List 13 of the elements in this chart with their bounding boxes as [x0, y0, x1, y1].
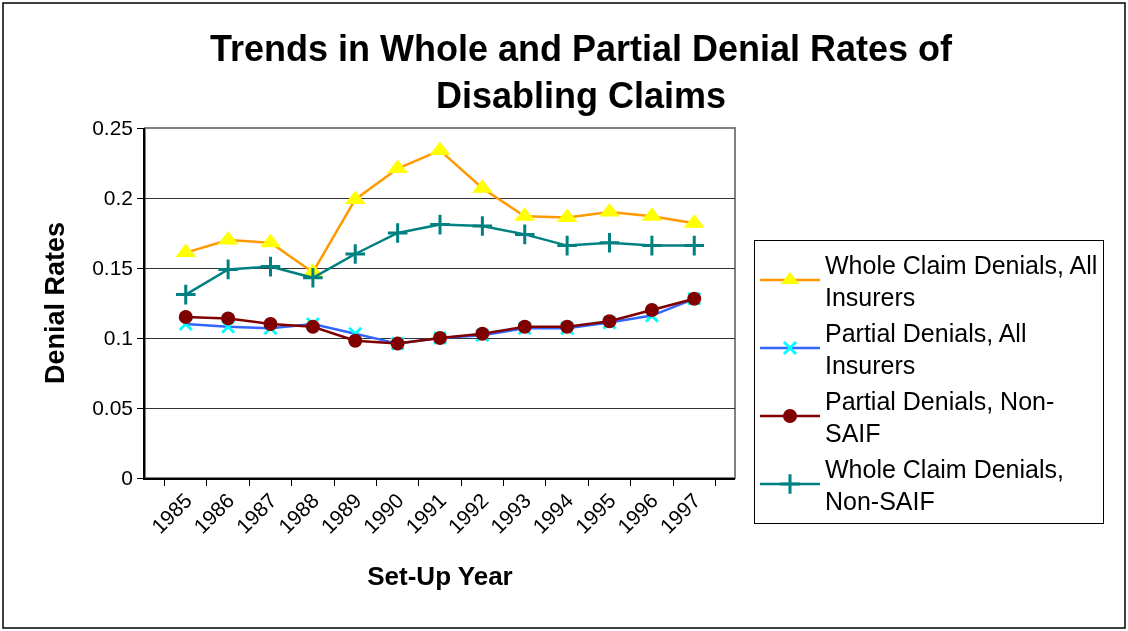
- legend-label: Partial Denials, All Insurers: [825, 318, 1027, 379]
- legend-label: Whole Claim Denials, Non-SAIF: [825, 454, 1064, 515]
- y-tick-label: 0.2: [103, 186, 134, 210]
- chart-title: Trends in Whole and Partial Denial Rates of Disabling Claims: [209, 28, 954, 116]
- legend-label: Whole Claim Denials, All Insurers: [825, 250, 1098, 311]
- legend-label: Partial Denials, Non-SAIF: [825, 386, 1055, 447]
- y-tick-label: 0.05: [92, 396, 134, 420]
- y-tick-label: 0.1: [103, 326, 134, 350]
- y-tick-label: 0: [121, 466, 134, 490]
- x-axis-title: Set-Up Year: [367, 560, 513, 591]
- y-tick-label: 0.15: [92, 256, 134, 280]
- y-axis-title: Denial Rates: [39, 221, 70, 385]
- y-tick-label: 0.25: [92, 116, 134, 140]
